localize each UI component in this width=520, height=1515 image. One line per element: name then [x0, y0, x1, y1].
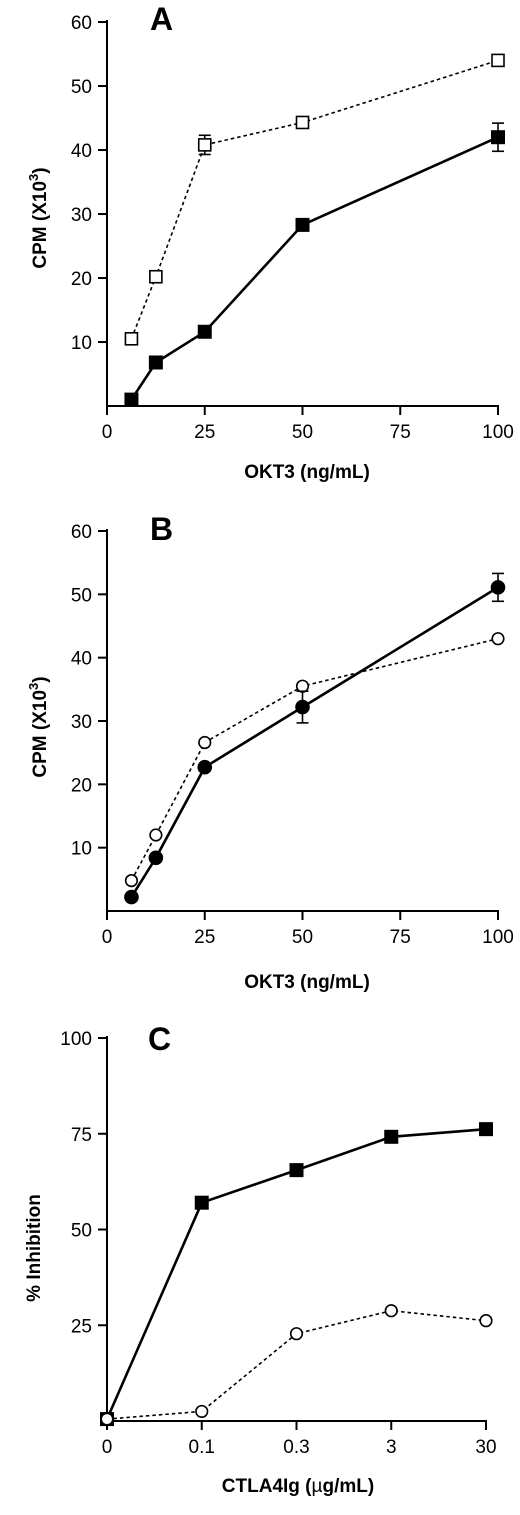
panel-a-y-axis-title-sup: 3 [26, 174, 41, 181]
panel-b-series-0-point [491, 632, 505, 646]
panel-a-y-tick-label: 20 [71, 269, 92, 290]
panel-b-plot: 0 25 50 75 100 10 20 30 40 50 60 [71, 522, 514, 948]
panel-a-y-tick-label: 10 [71, 333, 92, 354]
panel-c-series-0-point [479, 1122, 493, 1137]
panel-b: 0 25 50 75 100 10 20 30 40 50 60 B OKT3 (ng/mL) CP… [26, 511, 514, 993]
panel-a-series-1-line [130, 136, 499, 401]
panel-a-y-tick-label: 40 [71, 141, 92, 162]
panel-a-x-tick-label: 25 [194, 422, 215, 443]
panel-b-x-tick-label: 50 [292, 927, 313, 948]
panel-c-x-axis-title: CTLA4Ig (µg/mL) [222, 1476, 374, 1497]
panel-b-series-1-point [148, 850, 164, 866]
panel-b-y-tick-label: 30 [71, 712, 92, 733]
panel-c-y-tick-label: 50 [71, 1221, 92, 1242]
panel-b-series-1-point [295, 699, 310, 715]
panel-c-x-tick-label: 0 [102, 1437, 113, 1458]
panel-c-y-axis-title: % Inhibition [24, 1194, 45, 1302]
panel-c-y-tick-label: 25 [71, 1316, 92, 1337]
panel-c-plot: 0 0.1 0.3 3 30 25 50 75 100 [60, 1029, 496, 1458]
panel-b-y-tick-label: 40 [71, 649, 92, 670]
panel-a-series-1-point [197, 324, 212, 339]
panel-a-plot: 0 25 50 75 100 10 20 30 40 50 60 [71, 13, 514, 443]
panel-c-x-tick-label: 3 [386, 1437, 397, 1458]
panel-a-series-1-point [124, 392, 139, 407]
panel-c-x-tick-label: 0.1 [189, 1437, 215, 1458]
panel-a-series-1-point [148, 355, 163, 370]
panel-b-y-axis-title: CPM (X103) [26, 676, 51, 777]
panel-b-x-tick-label: 25 [194, 927, 215, 948]
panel-b-x-tick-label: 75 [390, 927, 411, 948]
panel-b-y-axis-title-main: CPM (X10 [30, 690, 51, 778]
panel-a-letter: A [150, 1, 173, 37]
panel-a-x-tick-label: 75 [390, 422, 411, 443]
panel-c-y-tick-label: 100 [60, 1029, 92, 1050]
panel-b-x-axis-title: OKT3 (ng/mL) [244, 972, 370, 993]
panel-a-y-tick-label: 60 [71, 13, 92, 34]
panel-b-series-1-point [197, 759, 213, 775]
panel-c: 0 0.1 0.3 3 30 25 50 75 100 C CTLA4Ig (µg/mL) % … [24, 1021, 497, 1497]
panel-a-y-tick-label: 50 [71, 77, 92, 98]
panel-a: 0 25 50 75 100 10 20 30 40 50 60 A OKT3 (ng/mL) CP… [26, 1, 514, 483]
panel-b-series-0-point [149, 828, 163, 842]
panel-a-y-tick-label: 30 [71, 205, 92, 226]
panel-a-series-1-point [491, 130, 505, 145]
panel-a-series-0-line [130, 59, 499, 340]
panel-c-series-1-point [195, 1404, 209, 1419]
panel-b-series-0-point [124, 873, 139, 888]
panel-b-series-1-point [490, 580, 506, 595]
panel-b-series-0-point [295, 679, 310, 693]
panel-a-series-0-point [124, 331, 139, 346]
panel-a-series-1-point [295, 217, 310, 232]
panel-a-series-0-point [197, 138, 212, 152]
panel-c-series-1-point [384, 1304, 398, 1318]
panel-b-y-tick-label: 20 [71, 775, 92, 796]
panel-c-x-axis-title-pre: CTLA4Ig ( [222, 1476, 312, 1497]
panel-c-letter: C [148, 1021, 171, 1057]
panel-c-x-tick-label: 0.3 [283, 1437, 309, 1458]
panel-b-y-tick-label: 60 [71, 522, 92, 543]
panel-c-x-axis-title-greek: µ [312, 1476, 323, 1497]
panel-c-series-1-point [479, 1314, 493, 1328]
panel-a-y-axis-title-main: CPM (X10 [30, 181, 51, 269]
panel-b-series-0-line [130, 637, 499, 881]
panel-c-series-0-point [194, 1195, 209, 1210]
panel-b-y-tick-label: 50 [71, 585, 92, 606]
panel-b-x-tick-label: 0 [102, 927, 113, 948]
panel-b-y-tick-label: 10 [71, 839, 92, 860]
panel-c-y-tick-label: 75 [71, 1125, 92, 1146]
panel-a-x-tick-label: 0 [102, 422, 113, 443]
panel-c-x-tick-label: 30 [475, 1437, 496, 1458]
panel-a-x-tick-label: 50 [292, 422, 313, 443]
panel-b-series-1-point [124, 889, 139, 905]
panel-b-x-tick-label: 100 [482, 927, 514, 948]
panel-c-series-0-point [384, 1129, 399, 1144]
panel-b-y-axis-title-sup: 3 [26, 683, 41, 690]
panel-a-x-axis-title: OKT3 (ng/mL) [244, 462, 370, 483]
panel-b-series-1-line [130, 586, 499, 898]
panel-b-y-axis-title-end: ) [30, 676, 51, 682]
panel-c-series-0-point [289, 1163, 304, 1178]
panel-c-series-1-point [100, 1412, 114, 1426]
panel-a-series-0-point [491, 53, 505, 68]
panel-a-y-axis-title: CPM (X103) [26, 167, 51, 268]
panel-c-x-axis-title-post: g/mL) [322, 1476, 374, 1497]
panel-a-x-tick-label: 100 [482, 422, 514, 443]
panel-b-series-0-point [198, 735, 212, 750]
panel-c-series-1-line [106, 1309, 487, 1420]
panel-b-letter: B [150, 511, 173, 547]
panel-a-series-0-point [149, 269, 163, 284]
panel-a-y-axis-title-end: ) [30, 167, 51, 173]
panel-c-series-1-point [289, 1327, 304, 1341]
panel-a-series-0-point [295, 115, 310, 130]
